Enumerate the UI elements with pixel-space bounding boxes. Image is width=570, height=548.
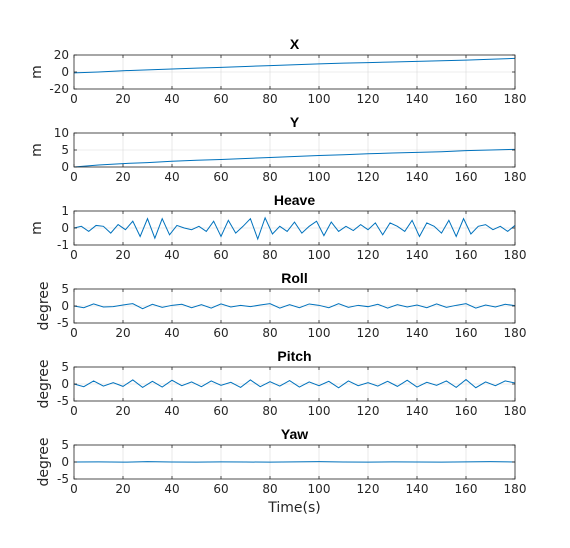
panel-5-xtick-label-2: 40: [164, 404, 179, 418]
panel-1-xtick-label-6: 120: [357, 92, 380, 106]
panel-3-ytick-label-0: -1: [57, 238, 69, 252]
panel-4-xtick-label-7: 140: [406, 326, 429, 340]
panel-2-xtick-label-7: 140: [406, 170, 429, 184]
panel-1-ytick-label-1: 0: [61, 65, 69, 79]
panel-5-xtick-label-0: 0: [70, 404, 78, 418]
panel-6-xtick-label-3: 60: [213, 482, 228, 496]
panel-1-ylabel: m: [29, 65, 45, 79]
panel-6-xtick-label-0: 0: [70, 482, 78, 496]
panel-6-xtick-label-9: 180: [504, 482, 527, 496]
panel-4-xtick-label-5: 100: [308, 326, 331, 340]
panel-4-ytick-label-1: 0: [61, 299, 69, 313]
panel-6-ytick-label-1: 0: [61, 455, 69, 469]
panel-5-series-line-0: [73, 378, 516, 389]
panel-3-ytick-label-1: 0: [61, 221, 69, 235]
panel-3-xtick-label-5: 100: [308, 248, 331, 262]
panel-5-ylabel: degree: [36, 359, 52, 408]
panel-4-series-line-0: [73, 303, 516, 310]
panel-3-xtick-label-2: 40: [164, 248, 179, 262]
panel-2-xtick-label-0: 0: [70, 170, 78, 184]
panel-5-xtick-label-1: 20: [115, 404, 130, 418]
panel-2-xtick-label-8: 160: [455, 170, 478, 184]
panel-3-ylabel: m: [29, 221, 45, 235]
panel-6-xtick-label-6: 120: [357, 482, 380, 496]
panel-2-xtick-label-1: 20: [115, 170, 130, 184]
panel-3-xtick-label-9: 180: [504, 248, 527, 262]
panel-5-xtick-label-4: 80: [262, 404, 277, 418]
panel-2-xtick-label-3: 60: [213, 170, 228, 184]
panel-2-series-line-0: [73, 148, 516, 168]
panel-4-xtick-label-9: 180: [504, 326, 527, 340]
panel-5-xtick-label-6: 120: [357, 404, 380, 418]
panel-5-xtick-label-8: 160: [455, 404, 478, 418]
panel-4-xtick-label-2: 40: [164, 326, 179, 340]
panel-4-ylabel: degree: [36, 281, 52, 330]
panel-3-ytick-label-2: 1: [61, 204, 69, 218]
panel-5-xtick-label-9: 180: [504, 404, 527, 418]
panel-5-ytick-label-2: 5: [61, 360, 69, 374]
panel-1-title: X: [290, 36, 300, 52]
panel-6-xtick-label-4: 80: [262, 482, 277, 496]
panel-2-xtick-label-4: 80: [262, 170, 277, 184]
panel-2-ytick-label-0: 0: [61, 160, 69, 174]
panel-4-xtick-label-6: 120: [357, 326, 380, 340]
panel-3-xtick-label-0: 0: [70, 248, 78, 262]
panel-6-xtick-label-8: 160: [455, 482, 478, 496]
panel-1-xtick-label-9: 180: [504, 92, 527, 106]
panel-1-xtick-label-7: 140: [406, 92, 429, 106]
panel-4-xtick-label-1: 20: [115, 326, 130, 340]
panel-1-xtick-label-1: 20: [115, 92, 130, 106]
panel-4-xtick-label-4: 80: [262, 326, 277, 340]
panel-5-xtick-label-3: 60: [213, 404, 228, 418]
panel-4-title: Roll: [281, 270, 307, 286]
panel-3-xtick-label-4: 80: [262, 248, 277, 262]
panel-1-xtick-label-2: 40: [164, 92, 179, 106]
panel-3-xtick-label-6: 120: [357, 248, 380, 262]
panel-4-xtick-label-0: 0: [70, 326, 78, 340]
panel-1-xtick-label-3: 60: [213, 92, 228, 106]
panel-4-ytick-label-2: 5: [61, 282, 69, 296]
panel-1-ytick-label-0: -20: [49, 82, 69, 96]
panel-4-xtick-label-8: 160: [455, 326, 478, 340]
panel-5-ytick-label-1: 0: [61, 377, 69, 391]
panel-2-ytick-label-2: 10: [54, 126, 69, 140]
panel-3-xtick-label-3: 60: [213, 248, 228, 262]
panel-3-title: Heave: [274, 192, 315, 208]
panel-2-ytick-label-1: 5: [61, 143, 69, 157]
panel-6-xtick-label-5: 100: [308, 482, 331, 496]
panel-6-title: Yaw: [281, 426, 308, 442]
panel-3-xtick-label-7: 140: [406, 248, 429, 262]
panel-5-ytick-label-0: -5: [57, 394, 69, 408]
panel-6-xtick-label-7: 140: [406, 482, 429, 496]
panel-5-title: Pitch: [277, 348, 311, 364]
panel-5-xtick-label-5: 100: [308, 404, 331, 418]
panel-6-xlabel: Time(s): [267, 500, 320, 516]
panel-2-xtick-label-9: 180: [504, 170, 527, 184]
panel-5-xtick-label-7: 140: [406, 404, 429, 418]
panel-4-xtick-label-3: 60: [213, 326, 228, 340]
panel-1-xtick-label-8: 160: [455, 92, 478, 106]
panel-6-series-line-0: [73, 461, 516, 463]
panel-4-ytick-label-0: -5: [57, 316, 69, 330]
panel-2-title: Y: [290, 114, 300, 130]
panel-3-xtick-label-8: 160: [455, 248, 478, 262]
panel-2-ylabel: m: [29, 143, 45, 157]
panel-1-series-line-0: [73, 57, 516, 74]
panel-2-xtick-label-2: 40: [164, 170, 179, 184]
panel-1-xtick-label-0: 0: [70, 92, 78, 106]
panel-6-ylabel: degree: [36, 437, 52, 486]
panel-6-ytick-label-2: 5: [61, 438, 69, 452]
panel-2-xtick-label-5: 100: [308, 170, 331, 184]
panel-2-xtick-label-6: 120: [357, 170, 380, 184]
panel-6-ytick-label-0: -5: [57, 472, 69, 486]
panel-6-xtick-label-2: 40: [164, 482, 179, 496]
panel-1-ytick-label-2: 20: [54, 48, 69, 62]
panel-6-xtick-label-1: 20: [115, 482, 130, 496]
panel-3-series-line-0: [73, 216, 516, 241]
panel-3-xtick-label-1: 20: [115, 248, 130, 262]
panel-1-xtick-label-4: 80: [262, 92, 277, 106]
panel-1-xtick-label-5: 100: [308, 92, 331, 106]
